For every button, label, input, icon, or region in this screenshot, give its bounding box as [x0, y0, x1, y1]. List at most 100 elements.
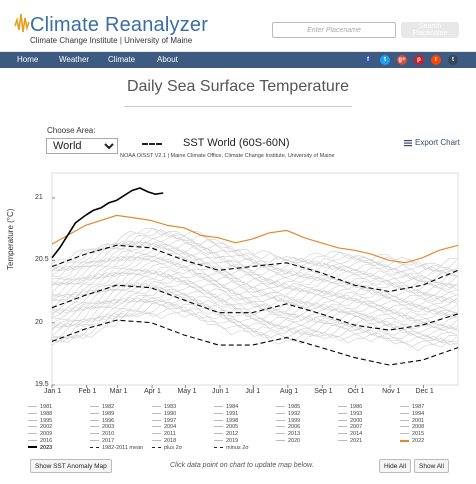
background-year-line[interactable]	[51, 229, 457, 272]
background-year-line[interactable]	[51, 234, 457, 274]
legend-item[interactable]: 1992	[276, 411, 300, 417]
legend-item[interactable]: 2014	[338, 431, 362, 437]
legend-swatch	[90, 412, 99, 414]
legend-item[interactable]: 2021	[338, 438, 362, 444]
nav-climate[interactable]: Climate	[108, 55, 136, 64]
series-line-2023[interactable]	[51, 187, 164, 259]
legend-item[interactable]: 1989	[90, 411, 114, 417]
background-year-line[interactable]	[51, 268, 458, 308]
nav-about[interactable]: About	[157, 55, 178, 64]
legend-item[interactable]: 2006	[276, 424, 300, 430]
legend-item[interactable]: 2000	[338, 418, 362, 424]
legend-item[interactable]: 2019	[214, 438, 238, 444]
legend-item[interactable]: 1990	[152, 411, 176, 417]
legend-item[interactable]: 2001	[400, 418, 424, 424]
legend-item[interactable]: 2023	[28, 445, 52, 451]
hide-all-button[interactable]: Hide All	[379, 459, 412, 473]
legend-item[interactable]: 1998	[214, 418, 238, 424]
legend-item[interactable]: 2003	[90, 424, 114, 430]
legend-item[interactable]: 2007	[338, 424, 362, 430]
background-year-line[interactable]	[51, 241, 457, 283]
legend-item[interactable]: 1982-2011 mean	[90, 445, 143, 451]
pinterest-icon[interactable]: p	[414, 55, 424, 65]
google-plus-icon[interactable]: g+	[397, 55, 407, 65]
background-year-line[interactable]	[51, 300, 457, 343]
facebook-icon[interactable]: f	[363, 55, 373, 65]
background-year-line[interactable]	[51, 228, 457, 268]
background-year-line[interactable]	[51, 304, 457, 346]
background-year-line[interactable]	[51, 257, 457, 300]
background-year-line[interactable]	[51, 282, 458, 324]
brand-title[interactable]: Climate Reanalyzer	[30, 14, 209, 36]
series-line-plus-2-[interactable]	[51, 244, 459, 293]
legend-item[interactable]: 1994	[400, 411, 424, 417]
background-year-line[interactable]	[51, 273, 457, 315]
background-year-line[interactable]	[51, 293, 457, 334]
background-year-line[interactable]	[51, 227, 458, 272]
legend-item[interactable]: plus 2σ	[152, 445, 182, 451]
legend-item[interactable]: 1984	[214, 404, 238, 410]
legend-item[interactable]: 1997	[152, 418, 176, 424]
background-year-line[interactable]	[51, 242, 458, 286]
legend-item[interactable]: 2009	[28, 431, 52, 437]
legend-item[interactable]: 2022	[400, 438, 424, 444]
background-year-line[interactable]	[51, 231, 458, 274]
legend-label: 2014	[350, 431, 363, 438]
background-year-line[interactable]	[51, 259, 458, 303]
legend-item[interactable]: 2012	[214, 431, 238, 437]
sst-chart[interactable]	[28, 163, 460, 403]
legend-swatch	[90, 419, 99, 421]
area-select[interactable]: World	[46, 138, 118, 154]
legend-item[interactable]: 1986	[338, 404, 362, 410]
background-year-line[interactable]	[51, 252, 457, 292]
twitter-icon[interactable]: t	[380, 55, 390, 65]
background-year-line[interactable]	[51, 255, 458, 295]
legend-item[interactable]: 1988	[28, 411, 52, 417]
legend-item[interactable]: 2005	[214, 424, 238, 430]
nav-weather[interactable]: Weather	[59, 55, 90, 64]
legend-swatch	[276, 406, 285, 408]
legend-item[interactable]: 1987	[400, 404, 424, 410]
legend-item[interactable]: 1999	[276, 418, 300, 424]
legend-item[interactable]: 1982	[90, 404, 114, 410]
background-year-line[interactable]	[51, 274, 457, 317]
export-chart-button[interactable]: Export Chart	[415, 138, 460, 147]
background-year-line[interactable]	[51, 298, 457, 341]
legend-item[interactable]: 1995	[28, 418, 52, 424]
legend-item[interactable]: 2013	[276, 431, 300, 437]
legend-item[interactable]: 1991	[214, 411, 238, 417]
series-line-1982-2011-mean[interactable]	[51, 284, 459, 331]
menu-icon[interactable]	[404, 139, 412, 147]
legend-item[interactable]: 2017	[90, 438, 114, 444]
background-year-line[interactable]	[51, 262, 458, 304]
reddit-icon[interactable]: r	[431, 55, 441, 65]
legend-item[interactable]: 1996	[90, 418, 114, 424]
tumblr-icon[interactable]: t	[448, 55, 458, 65]
background-year-line[interactable]	[51, 302, 458, 344]
series-line-minus-2-[interactable]	[51, 319, 459, 366]
legend-item[interactable]: 2010	[90, 431, 114, 437]
show-all-button[interactable]: Show All	[414, 459, 449, 473]
legend-item[interactable]: 2008	[400, 424, 424, 430]
legend-item[interactable]: 1983	[152, 404, 176, 410]
legend-item[interactable]: 1985	[276, 404, 300, 410]
search-placename-button[interactable]: Search Placename	[401, 22, 459, 38]
legend-item[interactable]: 2015	[400, 431, 424, 437]
background-year-line[interactable]	[51, 244, 458, 289]
legend-item[interactable]: 2004	[152, 424, 176, 430]
background-year-line[interactable]	[51, 312, 457, 352]
legend-item[interactable]: 2011	[152, 431, 176, 437]
series-line-2022[interactable]	[51, 214, 459, 264]
legend-item[interactable]: 1993	[338, 411, 362, 417]
show-anomaly-map-button[interactable]: Show SST Anomaly Map	[30, 459, 112, 473]
nav-home[interactable]: Home	[17, 55, 39, 64]
background-year-line[interactable]	[51, 284, 458, 327]
legend-item[interactable]: 2018	[152, 438, 176, 444]
background-year-line[interactable]	[51, 239, 458, 278]
legend-item[interactable]: 1981	[28, 404, 52, 410]
legend-item[interactable]: 2016	[28, 438, 52, 444]
legend-item[interactable]: minus 2σ	[214, 445, 249, 451]
legend-item[interactable]: 2002	[28, 424, 52, 430]
legend-item[interactable]: 2020	[276, 438, 300, 444]
placename-input[interactable]	[272, 22, 396, 38]
